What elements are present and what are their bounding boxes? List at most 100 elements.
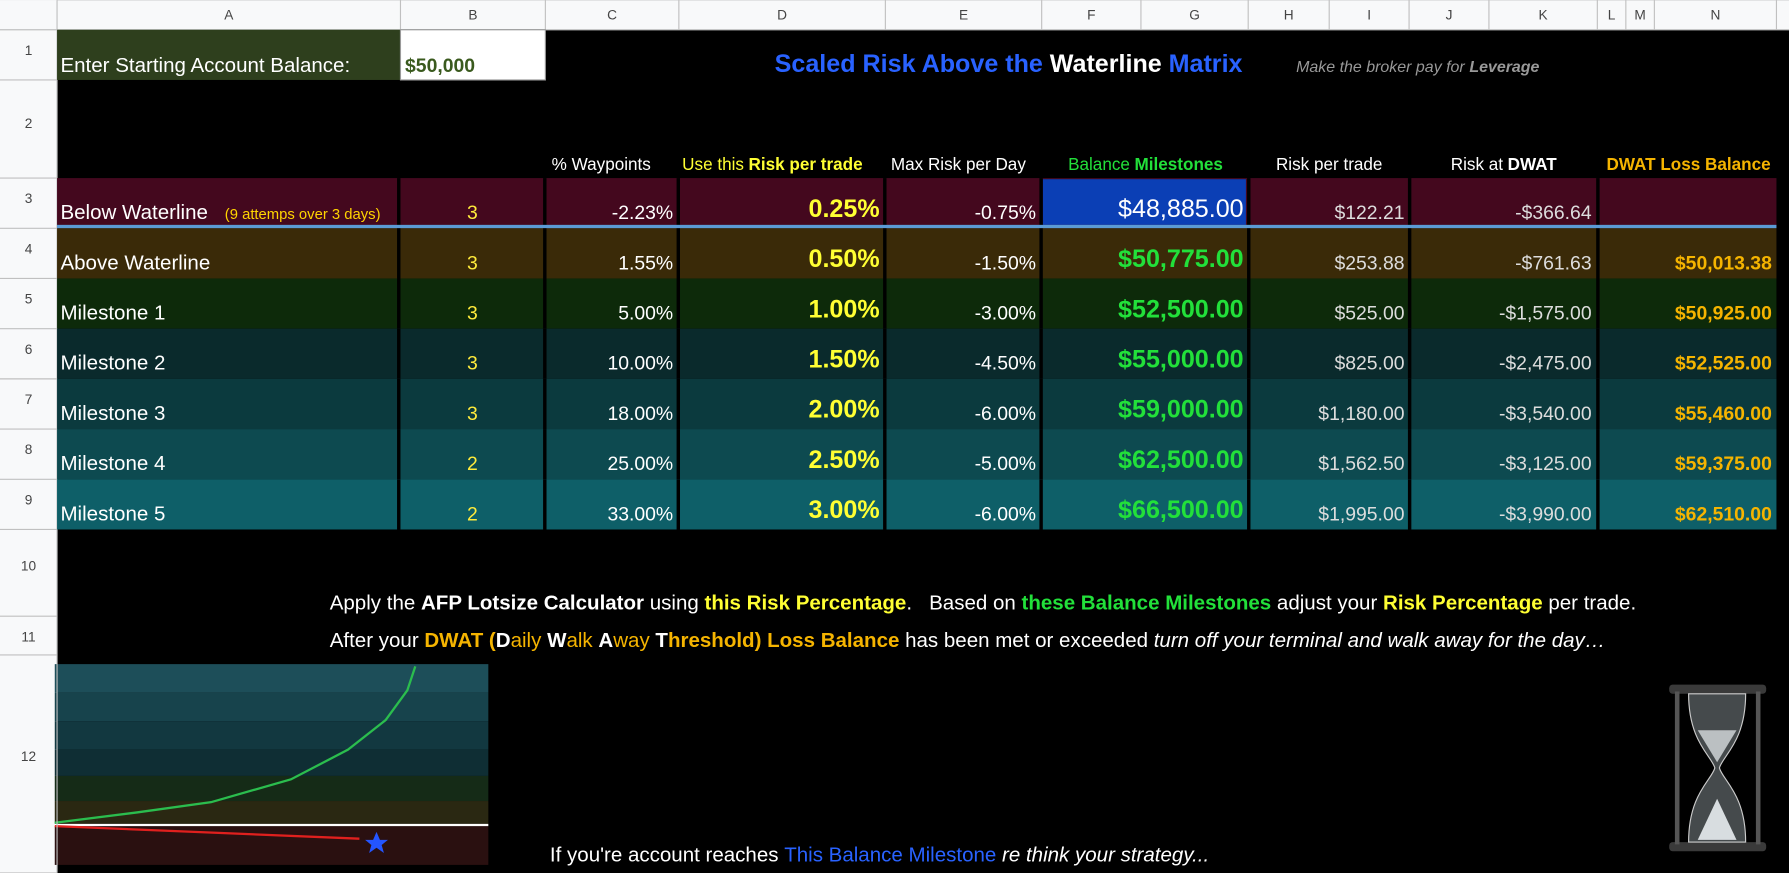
text-run: If you're account reaches bbox=[550, 844, 784, 867]
cell-gap bbox=[543, 479, 547, 530]
cell-gap bbox=[543, 328, 547, 379]
cell-gap bbox=[883, 429, 887, 480]
row-name: Above Waterline bbox=[60, 251, 210, 274]
row-header: 3 bbox=[25, 191, 33, 206]
milestone: $52,500.00 bbox=[1118, 295, 1244, 323]
cell-gap bbox=[676, 479, 681, 530]
cell-gap bbox=[397, 378, 401, 430]
column-header: C bbox=[607, 7, 617, 22]
text-run: per trade. bbox=[1543, 591, 1637, 614]
cell-gap bbox=[1596, 378, 1600, 430]
risk-trade: $122.21 bbox=[1334, 202, 1404, 224]
text-run: Matrix bbox=[1169, 50, 1243, 78]
cell-gap bbox=[1407, 228, 1412, 279]
cell-gap bbox=[883, 479, 887, 530]
cell-gap bbox=[1247, 228, 1251, 279]
trades: 3 bbox=[467, 353, 478, 375]
balance-value[interactable]: $50,000 bbox=[405, 55, 475, 77]
text-run: aily bbox=[511, 629, 547, 652]
cell-gap bbox=[1247, 178, 1251, 229]
balance-input-cell[interactable] bbox=[399, 29, 546, 81]
text-run: turn off your terminal and walk away for… bbox=[1154, 629, 1606, 652]
text-run: Apply the bbox=[330, 591, 421, 614]
text-run: Make the broker pay for bbox=[1296, 59, 1465, 76]
text-run: D bbox=[496, 629, 511, 652]
rich-text: % Waypoints bbox=[552, 155, 651, 174]
cell-gap bbox=[1039, 178, 1043, 229]
cell-gap bbox=[676, 228, 681, 279]
cell-gap bbox=[1039, 429, 1043, 480]
waypoint: 1.55% bbox=[618, 252, 673, 274]
cell-gap bbox=[397, 429, 401, 480]
text-run: Balance bbox=[1068, 155, 1130, 174]
cell-gap bbox=[1407, 328, 1412, 379]
cell-gap bbox=[397, 228, 401, 279]
table-row-bg bbox=[57, 328, 1777, 379]
cell-gap bbox=[1596, 178, 1600, 229]
text-run: DWAT Loss Balance bbox=[1607, 155, 1771, 174]
column-header: N bbox=[1710, 7, 1720, 22]
text-run: Risk Percentage bbox=[1383, 591, 1543, 614]
column-header: K bbox=[1539, 7, 1548, 22]
column-header: M bbox=[1634, 7, 1645, 22]
text-run: re think your strategy... bbox=[996, 844, 1209, 867]
max-day: -0.75% bbox=[975, 202, 1036, 224]
waterline bbox=[57, 224, 1777, 229]
table-row-bg bbox=[57, 378, 1777, 430]
dwat-loss: $50,013.38 bbox=[1675, 252, 1772, 274]
cell-gap bbox=[543, 429, 547, 480]
cell-gap bbox=[883, 378, 887, 430]
trades: 2 bbox=[467, 453, 478, 475]
text-run: . Based on bbox=[906, 591, 1021, 614]
cell-gap bbox=[676, 378, 681, 430]
row-name: Milestone 5 bbox=[60, 502, 165, 525]
risk-trade: $1,995.00 bbox=[1318, 503, 1404, 525]
row-name: Milestone 1 bbox=[60, 302, 165, 325]
cell-gap bbox=[397, 328, 401, 379]
text-run: Risk at bbox=[1451, 155, 1504, 174]
risk-dwat: -$761.63 bbox=[1515, 252, 1592, 274]
trades: 3 bbox=[467, 303, 478, 325]
cell-gap bbox=[676, 328, 681, 379]
hourglass-icon bbox=[1669, 684, 1767, 852]
max-day: -6.00% bbox=[975, 503, 1036, 525]
rich-text: DWAT Loss Balance bbox=[1607, 155, 1771, 174]
rich-text: Scaled Risk Above the Waterline Matrix bbox=[775, 50, 1243, 78]
cell-gap bbox=[1039, 328, 1043, 379]
cell-gap bbox=[397, 278, 401, 329]
rich-text: Balance Milestones bbox=[1068, 155, 1223, 174]
column-header-bar bbox=[0, 0, 1789, 30]
cell-gap bbox=[543, 378, 547, 430]
cell-gap bbox=[397, 178, 401, 229]
risk-dwat: -$2,475.00 bbox=[1499, 353, 1592, 375]
trades: 3 bbox=[467, 403, 478, 425]
risk-dwat: -$366.64 bbox=[1515, 202, 1592, 224]
cell-gap bbox=[1247, 328, 1251, 379]
column-header: E bbox=[959, 7, 968, 22]
cell-gap bbox=[1407, 278, 1412, 329]
text-run: Use this bbox=[682, 155, 744, 174]
text-run: A bbox=[598, 629, 613, 652]
risk-dwat: -$3,125.00 bbox=[1499, 453, 1592, 475]
column-header: J bbox=[1446, 7, 1453, 22]
text-run: % Waypoints bbox=[552, 155, 651, 174]
risk: 1.00% bbox=[809, 295, 880, 323]
text-run: using bbox=[644, 591, 704, 614]
row-header: 6 bbox=[25, 342, 33, 357]
cell-gap bbox=[1247, 278, 1251, 329]
milestone: $55,000.00 bbox=[1118, 345, 1244, 373]
cell-gap bbox=[1596, 328, 1600, 379]
rich-text: If you're account reaches This Balance M… bbox=[550, 844, 1209, 867]
risk: 1.50% bbox=[809, 345, 880, 373]
risk: 3.00% bbox=[809, 496, 880, 524]
column-header: H bbox=[1284, 7, 1294, 22]
risk-trade: $825.00 bbox=[1334, 353, 1404, 375]
rich-text: Make the broker pay for Leverage bbox=[1296, 59, 1539, 76]
cell-gap bbox=[1596, 228, 1600, 279]
cell-gap bbox=[1039, 479, 1043, 530]
risk-trade: $253.88 bbox=[1334, 252, 1404, 274]
text-run: T bbox=[655, 629, 668, 652]
risk-trade: $1,562.50 bbox=[1318, 453, 1404, 475]
